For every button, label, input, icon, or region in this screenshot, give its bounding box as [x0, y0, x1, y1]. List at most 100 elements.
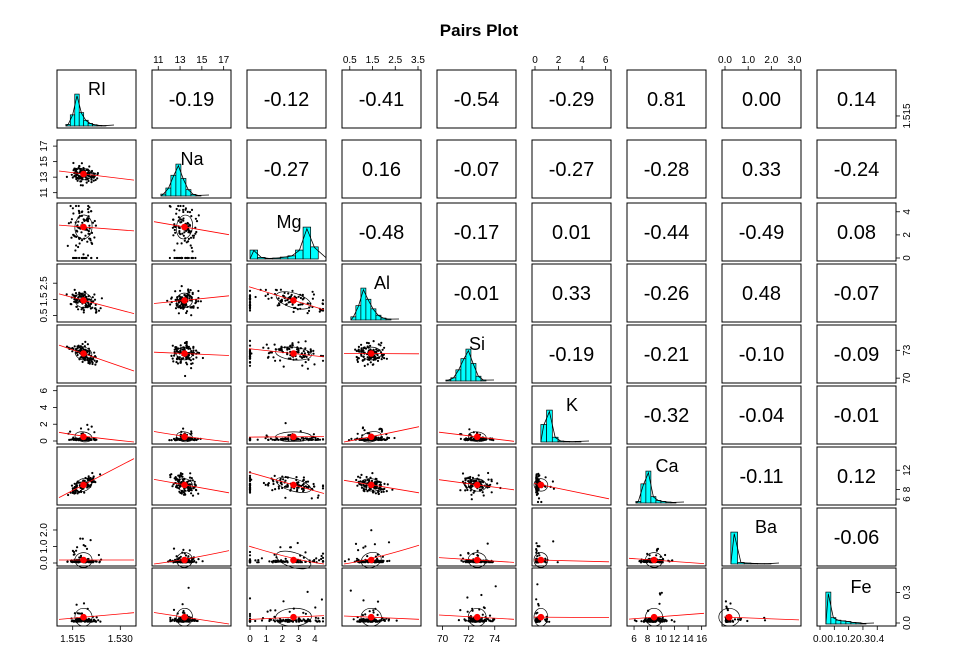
scatter-point — [262, 481, 265, 485]
scatter-point — [302, 618, 305, 621]
scatter-point — [535, 619, 539, 622]
scatter-point — [185, 340, 188, 344]
scatter-point — [464, 561, 468, 564]
scatter-point — [556, 561, 559, 564]
histogram-bar — [310, 246, 319, 260]
scatter-point — [197, 300, 200, 303]
axis-tick-label: 17 — [39, 140, 50, 152]
scatter-point — [275, 289, 278, 292]
density-line — [825, 593, 875, 625]
scatter-point — [321, 484, 325, 487]
scatter-point — [274, 359, 277, 362]
panel-frame-ri-ca — [626, 69, 707, 129]
scatter-point — [291, 303, 294, 306]
scatter-point — [376, 353, 379, 357]
scatter-point — [73, 482, 76, 485]
scatter-point — [284, 299, 287, 302]
scatter-point — [352, 618, 355, 621]
scatter-point — [318, 559, 321, 562]
panel-frame-si-ba — [721, 324, 802, 384]
scatter-point — [171, 226, 174, 229]
scatter-point — [257, 559, 260, 562]
scatter-point — [315, 557, 318, 560]
scatter-point — [535, 475, 538, 478]
scatter-point — [179, 484, 182, 487]
scatter-point — [194, 484, 197, 487]
scatter-point — [181, 603, 184, 606]
panel-frame-fe-ba — [721, 567, 802, 627]
scatter-point — [90, 256, 93, 260]
smoother-line — [343, 615, 420, 620]
scatter-point — [739, 618, 742, 622]
correlation-label: -0.49 — [739, 222, 785, 244]
scatter-point — [75, 256, 78, 260]
scatter-point — [671, 559, 674, 562]
panel-frame-na-k — [531, 139, 612, 199]
scatter-point — [175, 304, 178, 307]
scatter-point — [302, 490, 305, 493]
scatter-point — [90, 425, 93, 428]
scatter-point — [347, 558, 350, 561]
scatter-point — [192, 358, 195, 361]
scatter-point — [192, 345, 195, 348]
axis-tick-label: 14 — [683, 634, 695, 645]
smoother-line — [153, 431, 230, 443]
scatter-point — [78, 300, 81, 303]
scatter-point — [267, 484, 270, 487]
panel-frame-al-si — [436, 263, 517, 323]
scatter-point — [197, 289, 200, 293]
scatter-point — [70, 560, 73, 563]
correlation-label: -0.01 — [834, 405, 880, 427]
scatter-point — [82, 602, 86, 605]
scatter-point — [365, 475, 368, 479]
histogram-bar — [650, 496, 657, 504]
scatter-point — [361, 426, 365, 429]
scatter-point — [199, 300, 202, 303]
axis-tick-label: 6 — [39, 387, 50, 393]
scatter-point — [470, 498, 473, 501]
scatter-point — [83, 290, 86, 293]
scatter-point — [71, 256, 75, 260]
panel-frame-k-ba — [721, 385, 802, 445]
scatter-point — [459, 609, 462, 612]
panel-frame-k-mg — [246, 385, 327, 445]
axis-tick-label: 0.0 — [39, 556, 50, 570]
scatter-point — [248, 612, 252, 616]
axis-tick-label: 0.5 — [39, 308, 50, 322]
scatter-point — [179, 204, 182, 208]
scatter-point — [76, 179, 79, 182]
scatter-point — [318, 438, 322, 441]
scatter-point — [368, 479, 371, 482]
panel-frame-mg-ba — [721, 202, 802, 262]
correlation-label: 0.33 — [742, 159, 781, 181]
panel-frame-al-ba — [721, 263, 802, 323]
scatter-point — [88, 175, 91, 178]
panel-frame-al-na — [151, 263, 232, 323]
scatter-point — [725, 605, 728, 608]
scatter-point — [279, 438, 282, 441]
scatter-point — [658, 602, 661, 605]
scatter-point — [321, 438, 325, 441]
scatter-point — [305, 486, 309, 489]
scatter-point — [177, 256, 180, 260]
scatter-point — [312, 433, 315, 436]
panel-frame-na-ri — [56, 139, 137, 199]
scatter-point — [182, 204, 185, 208]
scatter-point — [268, 560, 271, 563]
scatter-point — [285, 303, 288, 306]
scatter-point — [81, 537, 84, 540]
scatter-point — [320, 554, 323, 558]
panel-frame-na-ba — [721, 139, 802, 199]
axis-tick-label: 10 — [656, 634, 668, 645]
chart-title: Pairs Plot — [440, 21, 519, 40]
scatter-point — [172, 483, 175, 486]
axis-tick-label: 2 — [902, 232, 913, 238]
scatter-point — [172, 437, 176, 440]
scatter-point — [457, 619, 460, 622]
scatter-point — [168, 256, 171, 260]
scatter-point — [100, 297, 103, 300]
scatter-point — [372, 340, 375, 343]
scatter-point — [188, 483, 191, 486]
scatter-point — [178, 490, 181, 493]
scatter-point — [194, 226, 197, 229]
